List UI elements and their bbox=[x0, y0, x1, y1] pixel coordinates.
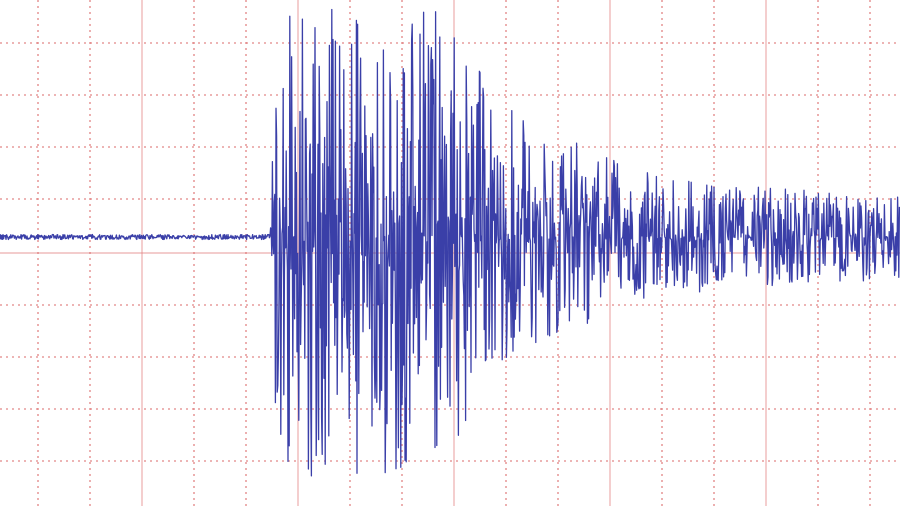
seismic-trace bbox=[0, 8, 900, 477]
